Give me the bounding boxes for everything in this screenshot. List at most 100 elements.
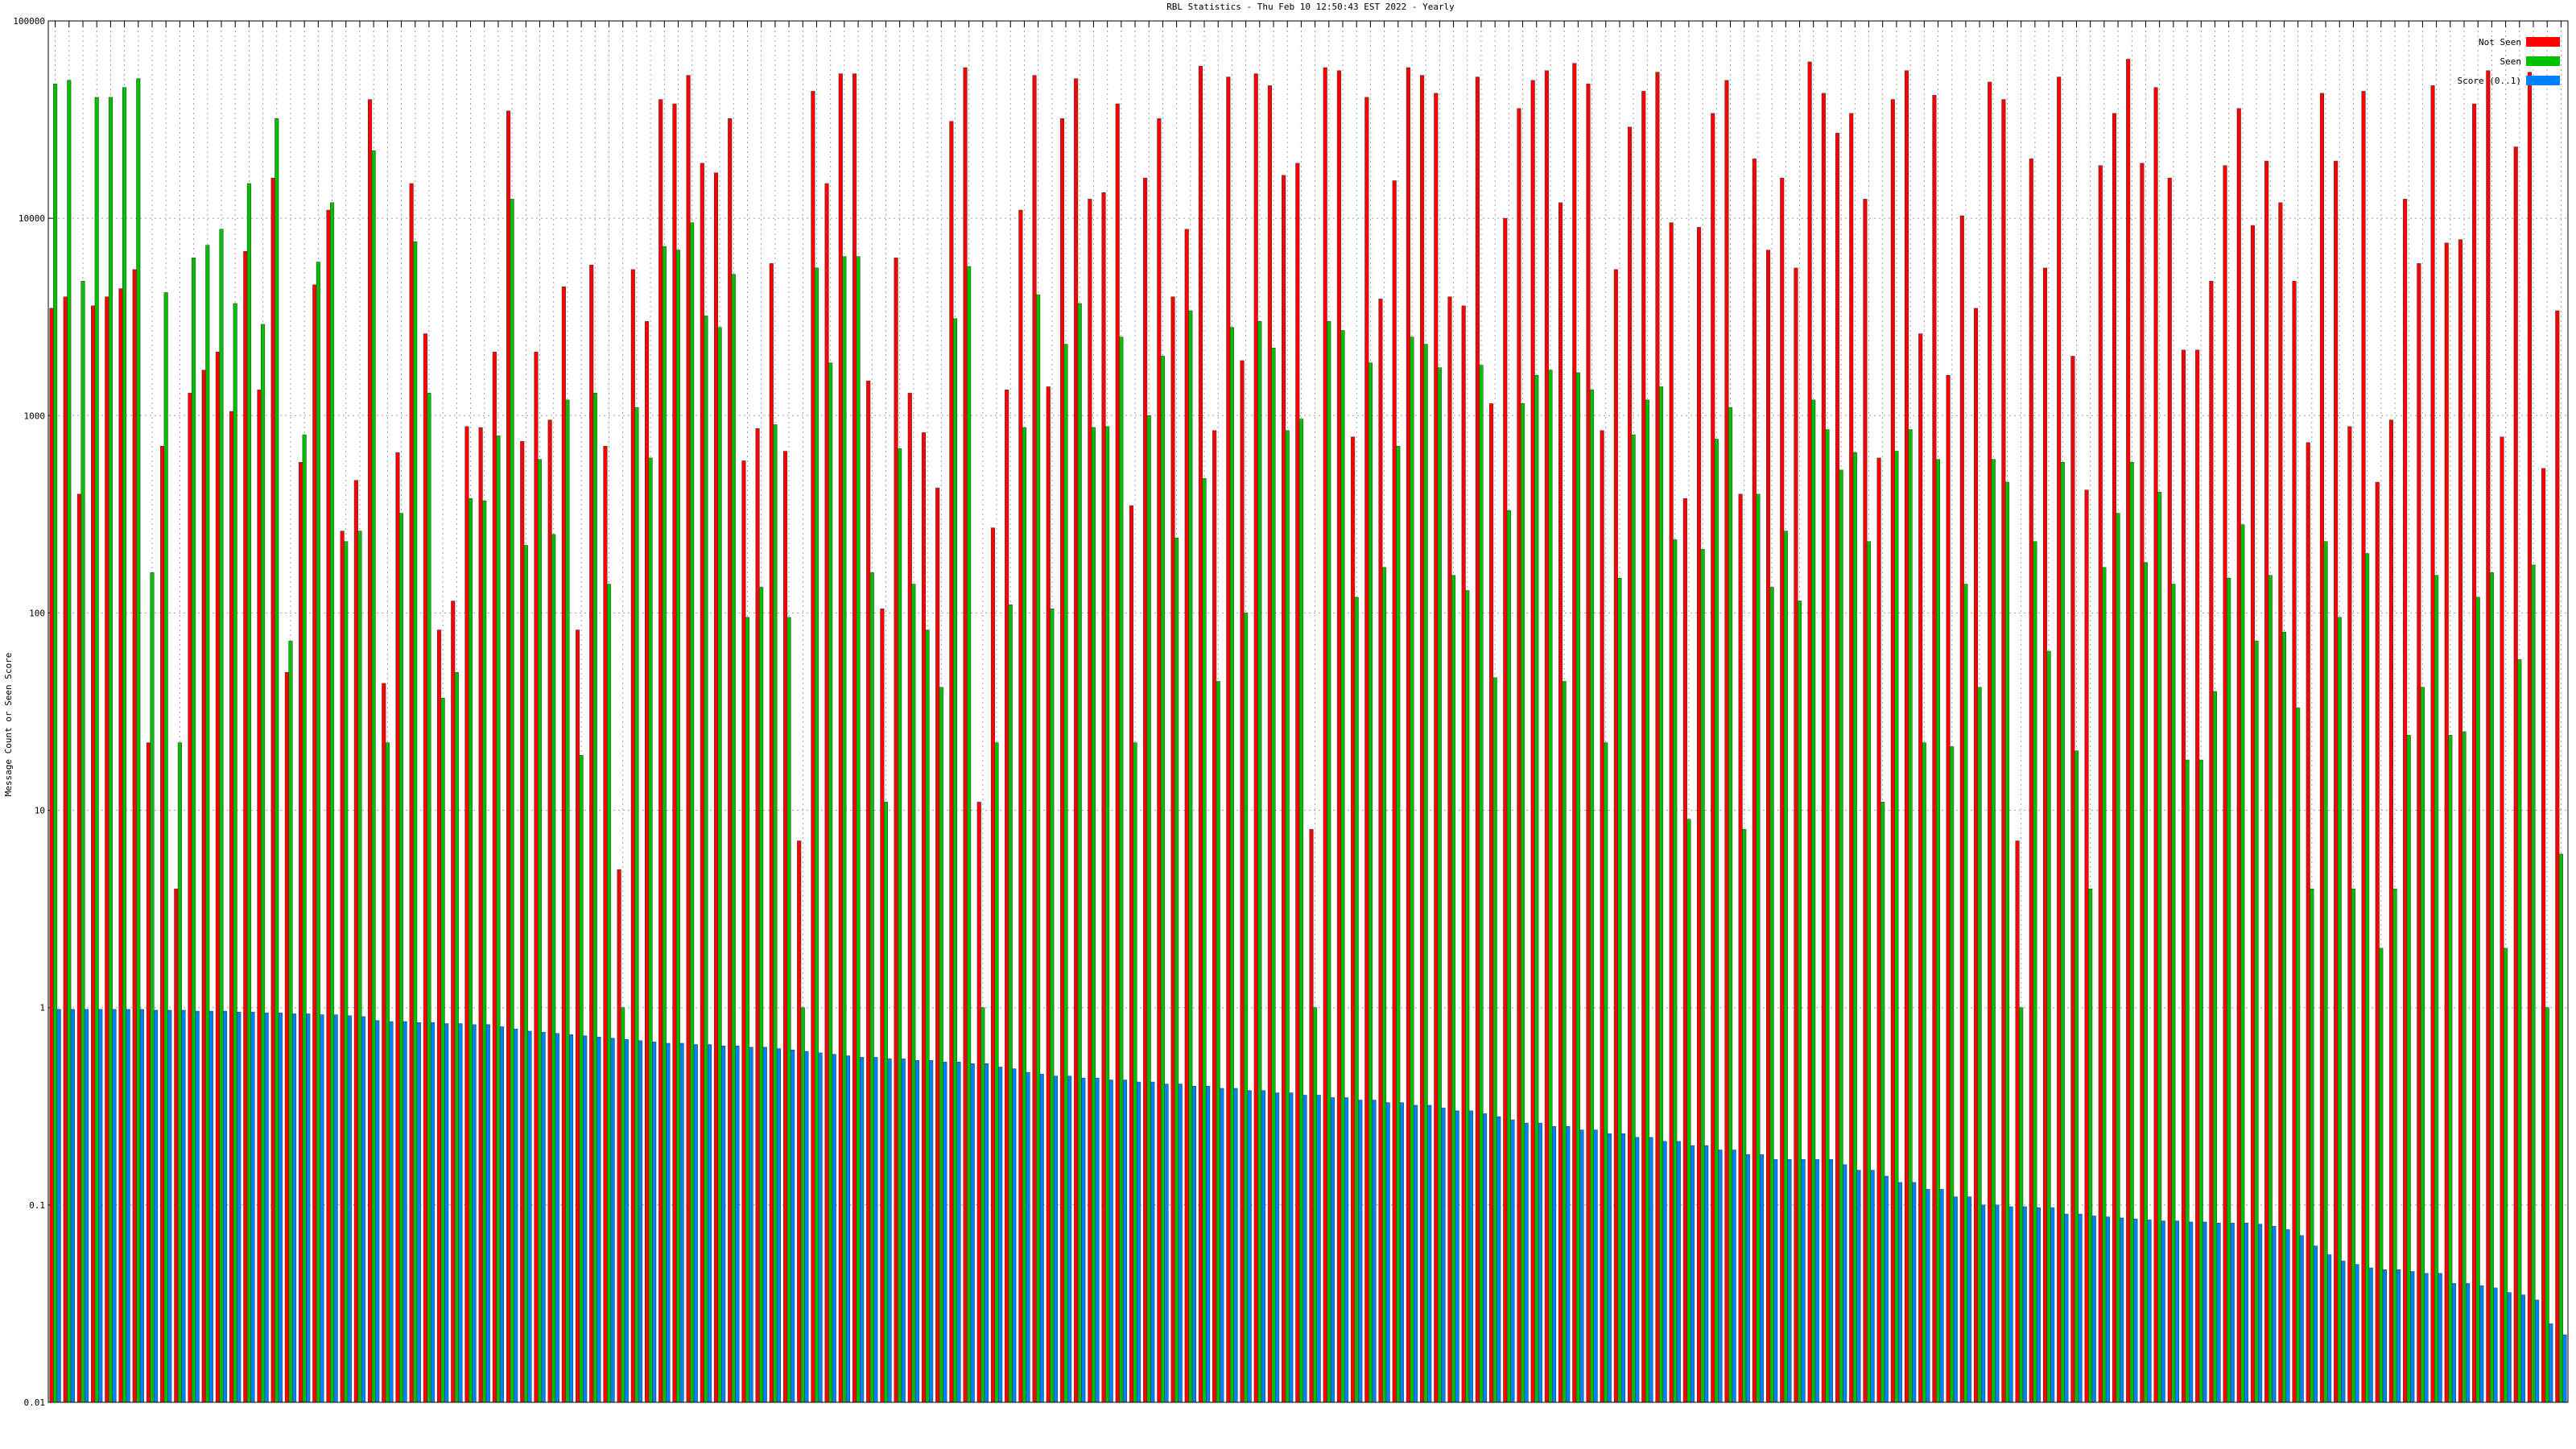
bar xyxy=(1912,1182,1917,1403)
bar xyxy=(330,202,335,1403)
bar xyxy=(976,802,981,1403)
bar xyxy=(1897,1182,1903,1403)
bar xyxy=(49,308,54,1403)
bar xyxy=(444,1023,449,1403)
bar xyxy=(811,91,815,1403)
bar xyxy=(2306,442,2310,1403)
bar xyxy=(2033,541,2037,1403)
bar xyxy=(2545,1007,2549,1403)
bar xyxy=(219,229,224,1403)
bar xyxy=(1385,1102,1390,1403)
chart-title: RBL Statistics - Thu Feb 10 12:50:43 EST… xyxy=(1166,2,1455,12)
bar xyxy=(2310,888,2314,1403)
bar xyxy=(2105,1216,2111,1403)
bar xyxy=(1856,1170,1861,1403)
bar xyxy=(1655,72,1660,1403)
bar xyxy=(1036,294,1041,1403)
bar xyxy=(1298,419,1303,1403)
bar xyxy=(1908,429,1913,1403)
bar xyxy=(1184,229,1189,1403)
bar xyxy=(205,245,210,1403)
bar xyxy=(883,802,889,1403)
bar xyxy=(1088,199,1092,1403)
y-axis-label: Message Count or Seen Score xyxy=(3,653,14,797)
bar xyxy=(1133,742,1137,1403)
bar xyxy=(1988,81,1992,1403)
bar xyxy=(800,1007,805,1403)
bar xyxy=(541,1032,546,1403)
bar xyxy=(2299,1235,2304,1403)
bar xyxy=(2327,1254,2332,1403)
bar xyxy=(1026,1071,1030,1403)
bar xyxy=(2410,1271,2415,1403)
bar xyxy=(1178,1084,1183,1403)
bar xyxy=(2236,108,2241,1403)
bar xyxy=(423,333,427,1403)
bar xyxy=(1206,1086,1211,1403)
bar xyxy=(85,1009,89,1403)
bar xyxy=(693,1044,698,1403)
bar xyxy=(2313,1245,2318,1403)
bar xyxy=(2019,1007,2024,1403)
bar xyxy=(264,1013,269,1403)
bar xyxy=(1447,296,1452,1403)
bar xyxy=(1973,308,1979,1403)
bar xyxy=(2520,1294,2525,1403)
bar xyxy=(2388,419,2393,1403)
bar xyxy=(1410,336,1414,1403)
bar xyxy=(2296,708,2301,1403)
bar xyxy=(2281,631,2286,1403)
bar xyxy=(2161,1220,2165,1403)
bar xyxy=(925,630,930,1403)
bar xyxy=(1724,80,1729,1403)
bar xyxy=(561,286,566,1403)
bar xyxy=(1344,1097,1349,1403)
bar xyxy=(2060,462,2065,1403)
bar xyxy=(496,436,501,1403)
bar xyxy=(2057,76,2062,1403)
bar xyxy=(624,1038,629,1403)
bar xyxy=(246,183,251,1403)
bar xyxy=(1039,1074,1044,1403)
bar xyxy=(2120,1217,2124,1403)
bar xyxy=(1732,1150,1736,1403)
bar xyxy=(690,222,695,1403)
bar xyxy=(1620,1133,1626,1403)
bar xyxy=(2458,239,2462,1403)
bar xyxy=(1122,1080,1127,1403)
bar xyxy=(1053,1075,1058,1403)
bar xyxy=(371,150,376,1403)
bar xyxy=(2361,91,2366,1403)
bar xyxy=(320,1014,324,1403)
bar xyxy=(1050,608,1055,1403)
bar xyxy=(1995,1204,2000,1403)
bar xyxy=(1330,1097,1335,1403)
bar xyxy=(520,441,525,1403)
bar xyxy=(2507,1292,2512,1403)
bar xyxy=(1953,1196,1958,1403)
y-tick-label: 100000 xyxy=(13,16,45,27)
bar xyxy=(105,296,109,1403)
bar xyxy=(1382,567,1387,1403)
bar xyxy=(776,1048,782,1403)
bar xyxy=(1191,1086,1196,1403)
bar xyxy=(1475,76,1480,1403)
bar xyxy=(2504,947,2508,1403)
bar xyxy=(340,530,345,1403)
bar xyxy=(814,267,819,1403)
bar xyxy=(1863,199,1868,1403)
bar xyxy=(907,393,912,1403)
bar xyxy=(1295,163,1300,1403)
bar xyxy=(333,1014,338,1403)
bar xyxy=(514,1028,518,1403)
bar xyxy=(1351,436,1356,1403)
bar xyxy=(139,1009,144,1403)
bar xyxy=(551,534,556,1403)
bar xyxy=(1115,103,1120,1403)
bar xyxy=(454,671,459,1403)
bar xyxy=(2406,735,2411,1403)
bar xyxy=(1022,427,1026,1403)
bar xyxy=(603,446,608,1403)
bar xyxy=(2517,659,2522,1403)
bar xyxy=(1631,434,1636,1403)
